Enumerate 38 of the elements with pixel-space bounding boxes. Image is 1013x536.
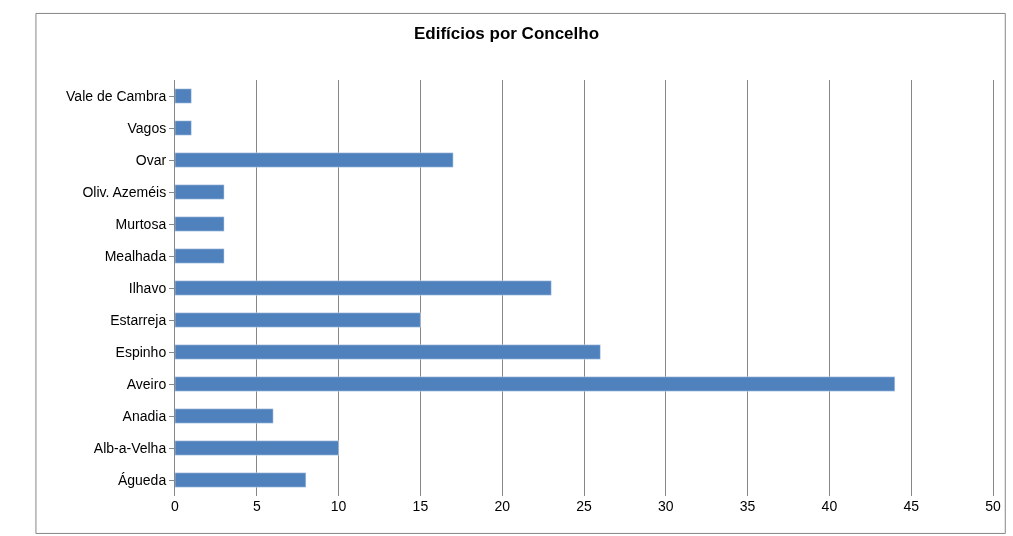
- y-tick-label: Murtosa: [115, 215, 167, 232]
- x-tick-label: 25: [576, 498, 592, 514]
- chart-title: Edifícios por Concelho: [413, 23, 600, 43]
- bar: [175, 440, 339, 456]
- x-tick-label: 0: [171, 498, 180, 514]
- bar: [175, 248, 225, 264]
- bar: [175, 344, 601, 360]
- y-tick-label: Mealhada: [104, 247, 167, 264]
- x-tick-label: 50: [985, 498, 1001, 514]
- y-tick-label: Ovar: [135, 151, 167, 168]
- x-tick-label: 40: [821, 498, 838, 514]
- x-tick-label: 30: [658, 498, 674, 514]
- x-tick-label: 35: [739, 498, 756, 514]
- y-tick-label: Águeda: [117, 471, 167, 488]
- y-tick-label: Alb-a-Velha: [93, 439, 167, 456]
- y-tick-label: Estarreja: [110, 311, 167, 328]
- x-tick-label: 5: [252, 498, 261, 514]
- bar: [175, 88, 192, 104]
- x-tick-label: 15: [412, 498, 429, 514]
- y-tick-label: Ilhavo: [128, 279, 167, 296]
- bar: [175, 408, 274, 424]
- y-tick-label: Anadia: [122, 407, 167, 424]
- bar: [175, 184, 225, 200]
- bar: [175, 376, 896, 392]
- bar: [175, 280, 552, 296]
- bar: [175, 120, 192, 136]
- bar: [175, 312, 421, 328]
- bar: [175, 152, 454, 168]
- y-tick-label: Vagos: [127, 119, 167, 136]
- y-tick-label: Aveiro: [126, 375, 167, 392]
- y-tick-label: Vale de Cambra: [66, 87, 167, 104]
- y-tick-label: Espinho: [115, 343, 167, 360]
- y-tick-label: Oliv. Azeméis: [82, 183, 167, 200]
- x-tick-label: 45: [903, 498, 920, 514]
- bar: [175, 216, 225, 232]
- x-tick-label: 10: [330, 498, 347, 514]
- bar: [175, 472, 307, 488]
- x-tick-label: 20: [494, 498, 511, 514]
